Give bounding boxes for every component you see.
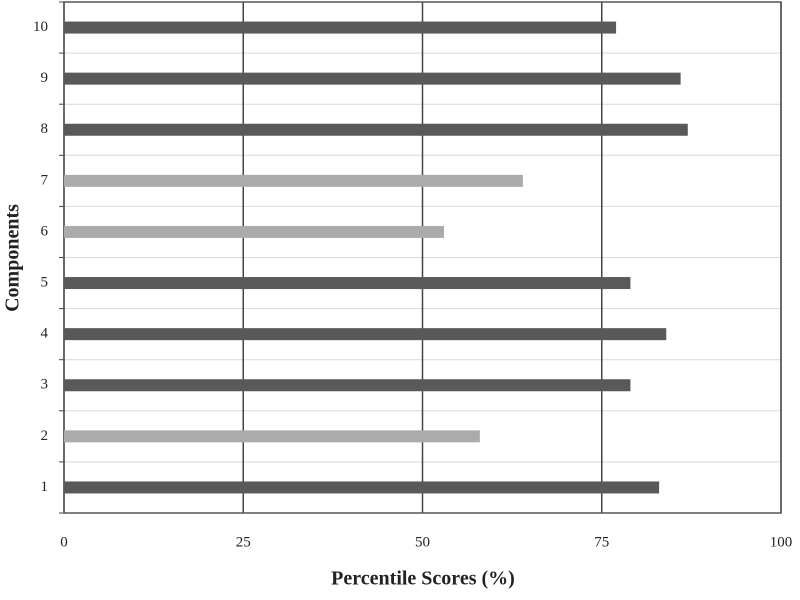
x-tick-label: 75 <box>594 534 609 550</box>
y-tick-label: 1 <box>41 479 49 495</box>
y-tick-label: 3 <box>41 377 49 393</box>
y-tick-label: 10 <box>33 19 48 35</box>
bar <box>64 72 681 85</box>
y-tick-label: 8 <box>41 121 49 137</box>
y-tick-label: 4 <box>41 326 49 342</box>
bar <box>64 225 445 238</box>
y-tick-label: 9 <box>41 70 49 86</box>
x-tick-label: 100 <box>770 534 793 550</box>
y-tick-label: 5 <box>41 274 49 290</box>
y-tick-label: 6 <box>41 223 49 239</box>
bar <box>64 379 631 392</box>
x-tick-label: 25 <box>236 534 251 550</box>
bar <box>64 277 631 290</box>
y-tick-label: 7 <box>41 172 49 188</box>
bar <box>64 481 660 494</box>
y-tick-label: 2 <box>41 428 49 444</box>
bar <box>64 21 617 34</box>
x-axis-title: Percentile Scores (%) <box>331 568 515 590</box>
bar <box>64 430 480 443</box>
bar <box>64 328 667 341</box>
x-tick-label: 0 <box>60 534 68 550</box>
plot-frame <box>63 1 782 514</box>
bar <box>64 123 688 136</box>
y-axis-title: Components <box>2 204 24 312</box>
bar <box>64 174 523 187</box>
x-tick-label: 50 <box>415 534 430 550</box>
